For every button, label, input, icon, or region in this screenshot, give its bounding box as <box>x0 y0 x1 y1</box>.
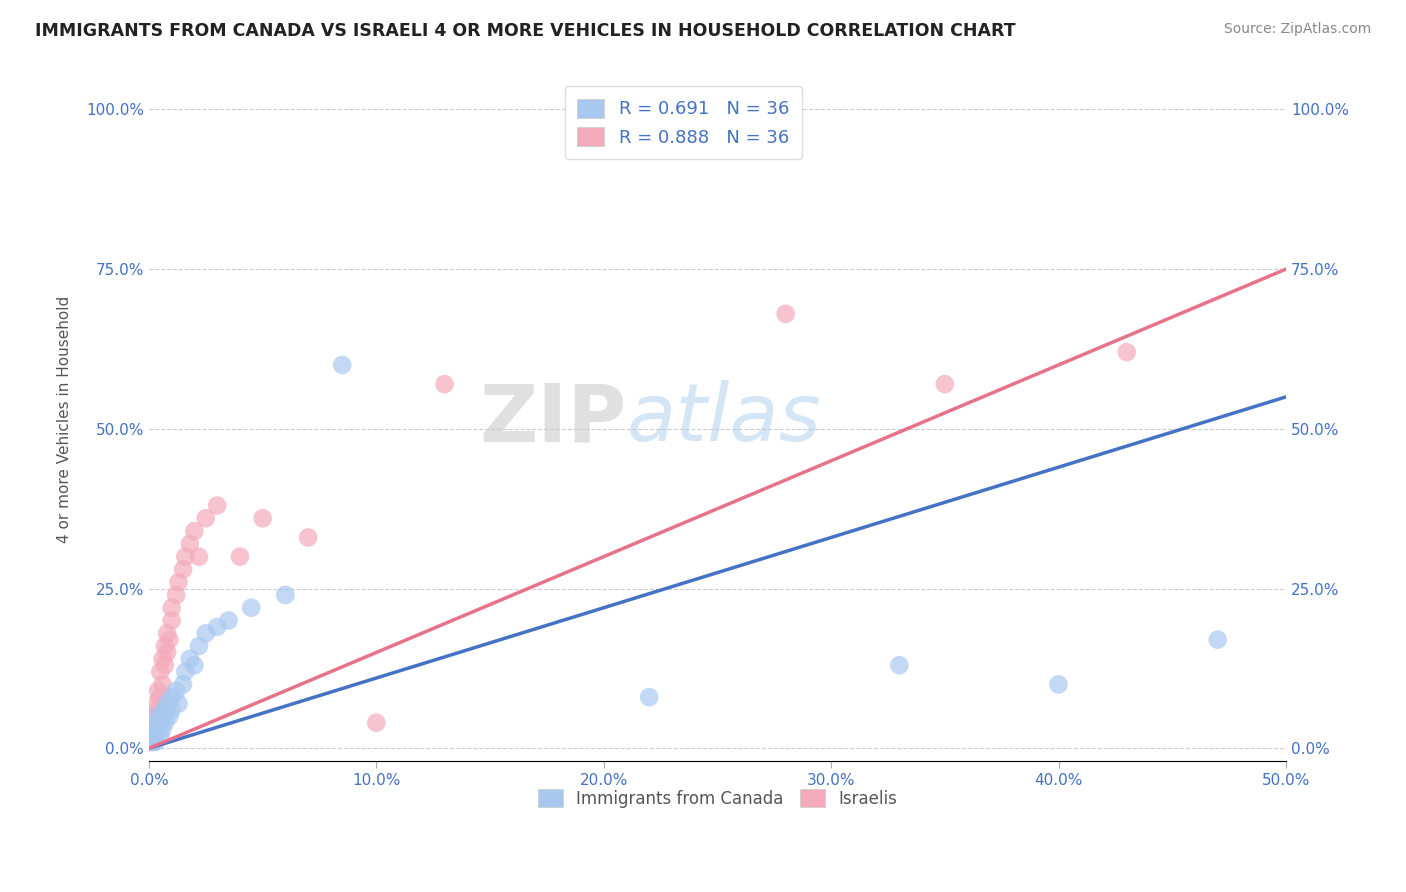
Point <box>153 639 176 653</box>
Point <box>174 665 197 679</box>
Point <box>156 697 179 711</box>
Point <box>145 715 167 730</box>
Point <box>153 715 176 730</box>
Point <box>152 677 174 691</box>
Point <box>145 729 167 743</box>
Point <box>330 358 353 372</box>
Point <box>174 549 197 564</box>
Point <box>157 632 180 647</box>
Point <box>167 575 190 590</box>
Text: ZIP: ZIP <box>479 380 627 458</box>
Point <box>274 588 297 602</box>
Point <box>889 658 911 673</box>
Point <box>218 614 240 628</box>
Point <box>167 697 190 711</box>
Point <box>252 511 274 525</box>
Legend: Immigrants from Canada, Israelis: Immigrants from Canada, Israelis <box>531 783 904 814</box>
Point <box>433 377 456 392</box>
Point <box>183 524 205 538</box>
Text: atlas: atlas <box>627 380 821 458</box>
Point <box>142 709 165 723</box>
Point <box>149 715 172 730</box>
Text: IMMIGRANTS FROM CANADA VS ISRAELI 4 OR MORE VEHICLES IN HOUSEHOLD CORRELATION CH: IMMIGRANTS FROM CANADA VS ISRAELI 4 OR M… <box>35 22 1015 40</box>
Point <box>1206 632 1229 647</box>
Point <box>142 735 165 749</box>
Point <box>188 639 211 653</box>
Point <box>142 729 165 743</box>
Point <box>172 677 194 691</box>
Point <box>141 729 163 743</box>
Point <box>152 652 174 666</box>
Point <box>149 690 172 705</box>
Point <box>145 735 167 749</box>
Text: Source: ZipAtlas.com: Source: ZipAtlas.com <box>1223 22 1371 37</box>
Point <box>146 703 169 717</box>
Point <box>141 735 163 749</box>
Point <box>149 665 172 679</box>
Point <box>142 722 165 736</box>
Point <box>205 499 228 513</box>
Point <box>153 703 176 717</box>
Point <box>172 562 194 576</box>
Point <box>297 531 319 545</box>
Point <box>160 614 183 628</box>
Y-axis label: 4 or more Vehicles in Household: 4 or more Vehicles in Household <box>58 295 72 543</box>
Point <box>165 683 187 698</box>
Point <box>194 511 217 525</box>
Point <box>160 703 183 717</box>
Point <box>179 652 201 666</box>
Point <box>146 683 169 698</box>
Point <box>638 690 661 705</box>
Point <box>205 620 228 634</box>
Point <box>153 658 176 673</box>
Point <box>149 729 172 743</box>
Point <box>366 715 388 730</box>
Point <box>156 626 179 640</box>
Point <box>229 549 252 564</box>
Point <box>179 537 201 551</box>
Point <box>183 658 205 673</box>
Point <box>1115 345 1137 359</box>
Point <box>934 377 956 392</box>
Point <box>188 549 211 564</box>
Point <box>152 709 174 723</box>
Point <box>141 735 163 749</box>
Point <box>775 307 797 321</box>
Point <box>240 600 263 615</box>
Point <box>157 709 180 723</box>
Point <box>160 690 183 705</box>
Point <box>145 715 167 730</box>
Point <box>145 697 167 711</box>
Point <box>141 722 163 736</box>
Point <box>1047 677 1070 691</box>
Point <box>165 588 187 602</box>
Point <box>160 600 183 615</box>
Point <box>156 645 179 659</box>
Point <box>146 709 169 723</box>
Point <box>146 722 169 736</box>
Point <box>152 722 174 736</box>
Point <box>194 626 217 640</box>
